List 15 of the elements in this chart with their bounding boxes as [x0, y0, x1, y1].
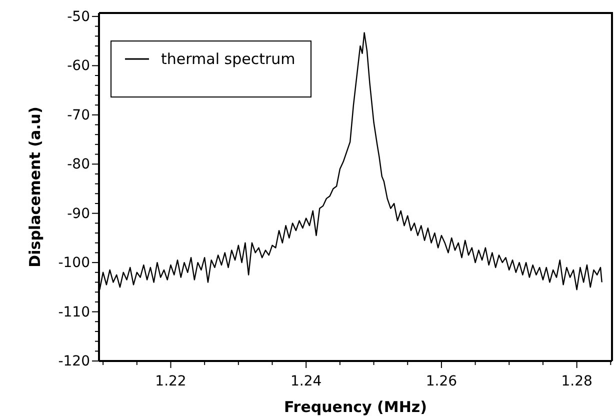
x-axis-title: Frequency (MHz)	[284, 398, 427, 416]
legend-label: thermal spectrum	[161, 50, 296, 68]
x-tick-label: 1.28	[561, 373, 592, 390]
x-tick-label: 1.24	[290, 373, 322, 390]
y-tick-label: -100	[58, 255, 90, 272]
y-tick-label: -90	[67, 206, 90, 222]
y-tick-label: -120	[58, 353, 90, 370]
y-tick-label: -70	[67, 107, 90, 124]
y-axis-title: Displacement (a.u)	[26, 106, 44, 268]
y-tick-label: -50	[67, 8, 90, 25]
y-tick-label: -110	[58, 304, 90, 320]
y-tick-label: -60	[67, 58, 90, 74]
x-tick-label: 1.26	[426, 373, 458, 390]
y-tick-label: -80	[67, 156, 90, 173]
x-tick-label: 1.22	[155, 373, 186, 390]
